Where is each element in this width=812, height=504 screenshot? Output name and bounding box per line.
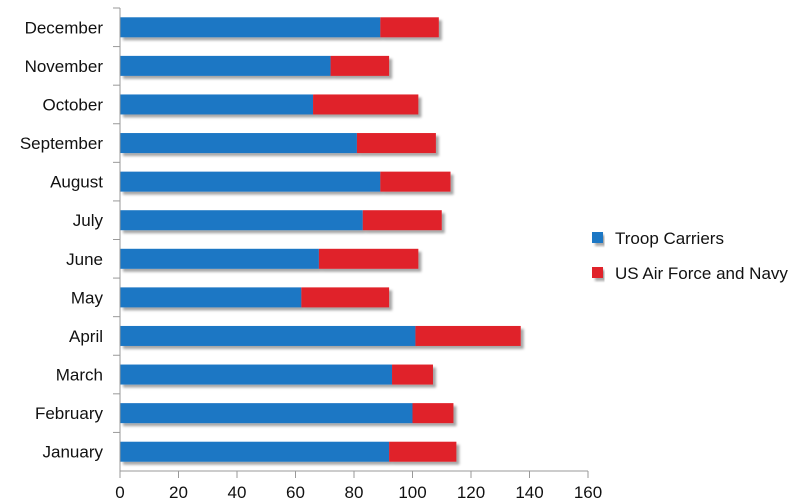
bar-november-series-1 <box>120 55 331 76</box>
x-tick-label: 160 <box>574 483 602 502</box>
bar-stack-november <box>120 55 390 76</box>
bar-july-series-1 <box>120 210 363 231</box>
bar-december-series-1 <box>120 17 381 38</box>
y-tick-label: February <box>35 404 104 423</box>
bar-january-series-1 <box>120 441 390 462</box>
legend-swatch <box>592 267 603 278</box>
bar-stack-april <box>120 325 521 346</box>
x-tick-label: 40 <box>228 483 247 502</box>
bar-stack-january <box>120 441 457 462</box>
bar-april-series-1 <box>120 325 416 346</box>
y-tick-label: March <box>56 366 103 385</box>
bar-series-group <box>120 17 521 462</box>
bar-march-series-1 <box>120 364 393 385</box>
bar-stack-may <box>120 287 390 308</box>
y-tick-label: September <box>20 134 103 153</box>
y-tick-label: January <box>43 443 104 462</box>
x-tick-label: 120 <box>457 483 485 502</box>
bar-november-series-2 <box>330 55 390 76</box>
bar-august-series-2 <box>380 171 451 192</box>
y-tick-label: October <box>43 95 104 114</box>
x-tick-label: 60 <box>286 483 305 502</box>
y-tick-label: July <box>73 211 104 230</box>
y-tick-label: December <box>25 18 104 37</box>
y-tick-label: May <box>71 288 104 307</box>
axes-group: January February March April May June July Augu… <box>20 7 602 502</box>
y-tick-label: June <box>66 250 103 269</box>
legend: Troop Carriers US Air Force and Navy <box>592 229 788 283</box>
x-tick-label: 0 <box>115 483 124 502</box>
bar-october-series-1 <box>120 94 314 115</box>
bar-march-series-2 <box>392 364 433 385</box>
bar-february-series-1 <box>120 403 413 424</box>
legend-swatch <box>592 232 603 243</box>
bar-january-series-2 <box>389 441 457 462</box>
bar-may-series-2 <box>301 287 390 308</box>
bar-september-series-1 <box>120 133 357 154</box>
legend-item-2: US Air Force and Navy <box>592 264 788 283</box>
bar-stack-august <box>120 171 451 192</box>
bar-june-series-2 <box>318 248 419 269</box>
x-tick-label: 100 <box>398 483 426 502</box>
bar-february-series-2 <box>412 403 454 424</box>
bar-stack-july <box>120 210 442 231</box>
bar-october-series-2 <box>313 94 419 115</box>
bar-august-series-1 <box>120 171 381 192</box>
x-tick-label: 140 <box>515 483 543 502</box>
y-tick-label: November <box>25 57 104 76</box>
bar-may-series-1 <box>120 287 302 308</box>
bar-july-series-2 <box>362 210 442 231</box>
legend-label: Troop Carriers <box>615 229 724 248</box>
y-tick-label: August <box>50 173 103 192</box>
bar-april-series-2 <box>415 325 521 346</box>
x-tick-label: 20 <box>169 483 188 502</box>
bar-stack-december <box>120 17 439 38</box>
bar-stack-march <box>120 364 433 385</box>
bar-stack-september <box>120 133 436 154</box>
legend-item-1: Troop Carriers <box>592 229 724 248</box>
bar-september-series-2 <box>356 133 436 154</box>
bar-june-series-1 <box>120 248 319 269</box>
bar-stack-june <box>120 248 419 269</box>
y-tick-label: April <box>69 327 103 346</box>
legend-label: US Air Force and Navy <box>615 264 788 283</box>
bar-stack-february <box>120 403 454 424</box>
bar-december-series-2 <box>380 17 439 38</box>
x-tick-label: 80 <box>345 483 364 502</box>
bar-stack-october <box>120 94 419 115</box>
